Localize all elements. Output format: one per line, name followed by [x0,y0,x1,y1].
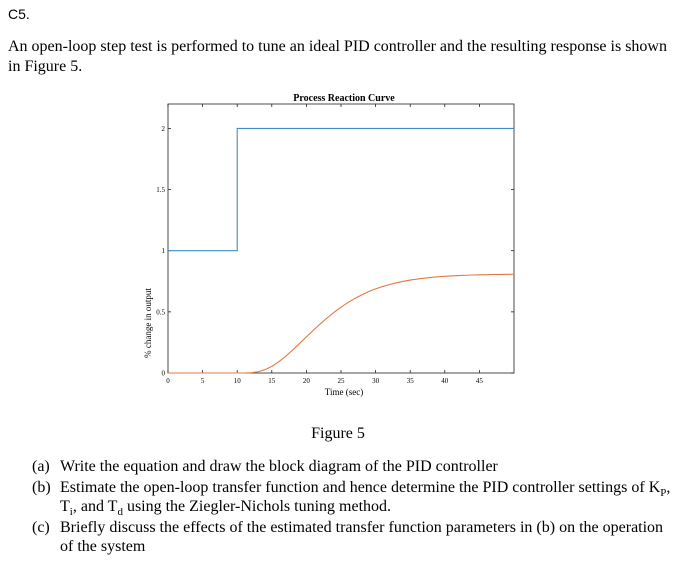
x-tick-label: 45 [476,377,484,385]
series-line-2 [168,273,515,374]
x-axis-label: Time (sec) [325,387,363,397]
plot-area [167,103,515,374]
x-tick-label: 10 [234,377,242,385]
y-tick-label: 2 [162,125,166,133]
y-tick-label: 1.5 [156,186,165,194]
question-number: C5. [8,6,30,22]
question-item-a: (a) Write the equation and draw the bloc… [32,457,672,477]
question-label: (b) [32,478,51,496]
x-tick-label: 0 [166,377,170,385]
text-part: , T [60,478,671,516]
series-line-1 [168,127,514,252]
x-tick-label: 30 [372,377,380,385]
question-text: Estimate the open-loop transfer function… [60,478,672,519]
x-tick-label: 40 [441,377,449,385]
text-part: using the Ziegler-Nichols tuning method. [122,498,392,515]
data-series [168,127,515,374]
process-reaction-chart: Process Reaction Curve 0 5 10 15 20 25 30 35 40 4… [143,93,515,397]
question-intro: An open-loop step test is performed to t… [8,38,667,75]
question-text: Write the equation and draw the block di… [60,458,498,475]
y-tick-label: 0 [162,370,166,378]
question-label: (a) [32,458,50,475]
question-item-b: (b) Estimate the open-loop transfer func… [32,478,672,519]
ti-subscript: i [69,506,73,519]
y-tick-label: 0.5 [156,308,165,316]
td-subscript: d [117,506,123,519]
x-tick-label: 25 [338,377,346,385]
y-tick-label: 1 [162,247,166,255]
x-tick-label: 20 [303,377,311,385]
axis-ticks: 0 5 10 15 20 25 30 35 40 45 0 0.5 1 1.5 2 [156,104,514,385]
x-tick-label: 35 [407,377,415,385]
text-part: Estimate the open-loop transfer function… [60,478,661,496]
x-tick-label: 5 [201,377,205,385]
question-list: (a) Write the equation and draw the bloc… [32,457,672,558]
kp-subscript: P [660,486,667,499]
chart-title: Process Reaction Curve [293,93,395,104]
x-tick-label: 15 [268,377,276,385]
question-item-c: (c) Briefly discuss the effects of the e… [32,518,672,557]
text-part: , and T [72,498,118,515]
question-label: (c) [32,518,50,536]
y-axis-label: % change in output [143,288,153,358]
question-text: Briefly discuss the effects of the estim… [60,518,664,556]
figure-caption: Figure 5 [311,425,365,442]
